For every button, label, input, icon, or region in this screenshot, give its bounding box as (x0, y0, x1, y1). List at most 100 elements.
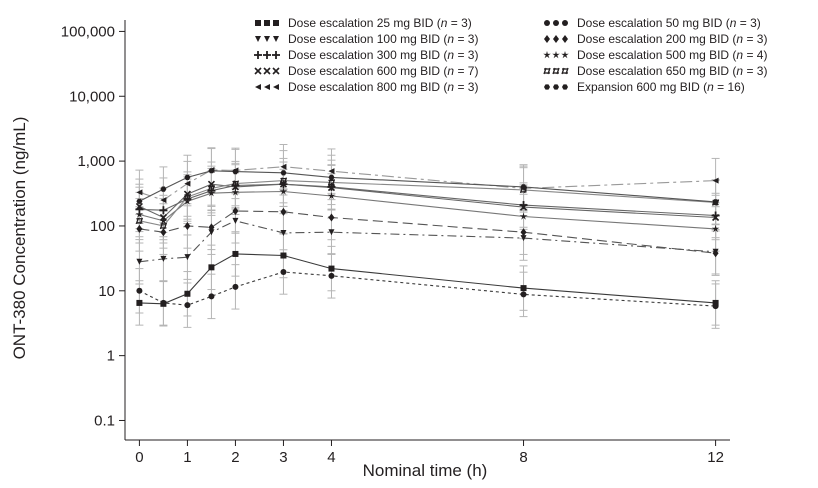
data-point (184, 180, 191, 187)
data-point (327, 179, 336, 186)
data-point (328, 174, 335, 180)
legend-marker (273, 20, 279, 26)
legend-label: Dose escalation 200 mg BID (n = 3) (577, 32, 767, 46)
data-point (327, 192, 336, 200)
data-point (327, 184, 336, 192)
data-point (184, 174, 191, 180)
data-point (328, 229, 335, 236)
data-point (159, 222, 168, 230)
legend-marker (561, 67, 569, 75)
data-point (232, 217, 239, 224)
data-point (711, 224, 720, 233)
data-point (279, 187, 288, 195)
legend-marker (263, 67, 271, 75)
data-point (183, 193, 192, 201)
legend-marker (264, 84, 270, 90)
legend-marker (272, 51, 280, 59)
data-point (135, 217, 144, 225)
legend-marker (254, 51, 262, 59)
data-point (280, 207, 287, 216)
data-point (712, 199, 719, 205)
legend-item: Dose escalation 25 mg BID (n = 3) (255, 16, 472, 30)
legend-label: Dose escalation 50 mg BID (n = 3) (577, 16, 761, 30)
data-point (280, 268, 287, 275)
data-point (159, 206, 168, 215)
x-tick-label: 1 (183, 449, 191, 466)
y-tick-label: 100 (90, 218, 115, 235)
legend-marker (562, 35, 568, 43)
series-line (139, 253, 716, 305)
data-point (183, 197, 192, 205)
data-point (712, 177, 719, 184)
data-point (136, 224, 143, 233)
legend-marker (254, 67, 262, 75)
y-tick-label: 10 (98, 283, 115, 300)
x-tick-label: 8 (519, 449, 527, 466)
data-point (136, 198, 143, 204)
legend-marker (255, 84, 261, 90)
legend-marker (255, 36, 261, 42)
legend-item: Expansion 600 mg BID (n = 16) (544, 80, 745, 94)
error-bars-layer (135, 143, 720, 329)
legend-label: Dose escalation 600 mg BID (n = 7) (288, 64, 478, 78)
series-line (139, 271, 716, 307)
data-point (208, 293, 215, 300)
legend-label: Dose escalation 100 mg BID (n = 3) (288, 32, 478, 46)
data-point (712, 213, 720, 222)
data-point (184, 302, 191, 309)
markers-layer (135, 163, 720, 310)
legend-marker (273, 84, 279, 90)
data-point (520, 228, 527, 237)
legend-label: Dose escalation 300 mg BID (n = 3) (288, 48, 478, 62)
data-point (135, 210, 144, 218)
data-point (520, 235, 527, 242)
data-point (280, 252, 287, 259)
series-line (139, 183, 716, 219)
legend-label: Dose escalation 800 mg BID (n = 3) (288, 80, 478, 94)
data-point (159, 213, 167, 222)
data-point (231, 180, 240, 187)
legend-marker (273, 36, 279, 42)
legend-label: Dose escalation 500 mg BID (n = 4) (577, 48, 767, 62)
data-point (328, 168, 335, 175)
data-point (208, 168, 215, 174)
legend-marker (562, 20, 568, 26)
data-point (328, 272, 335, 279)
legend-marker (264, 20, 270, 26)
x-axis-label: Nominal time (h) (363, 461, 488, 480)
legend-marker (544, 84, 550, 90)
y-tick-label: 100,000 (61, 23, 115, 40)
legend-item: Dose escalation 600 mg BID (n = 7) (254, 64, 478, 78)
data-point (184, 290, 191, 297)
x-tick-label: 3 (279, 449, 287, 466)
legend-item: Dose escalation 300 mg BID (n = 3) (254, 48, 478, 62)
data-point (232, 207, 239, 216)
data-point (519, 203, 528, 211)
x-tick-label: 12 (707, 449, 724, 466)
legend-marker (544, 20, 550, 26)
data-point (160, 299, 167, 306)
data-point (712, 249, 719, 258)
data-point (232, 283, 239, 290)
y-tick-label: 1 (107, 348, 115, 365)
data-point (231, 188, 240, 196)
data-point (207, 189, 216, 197)
data-point (712, 303, 719, 310)
data-point (519, 212, 528, 220)
data-point (184, 221, 191, 230)
series-line (139, 220, 716, 263)
data-point (712, 299, 719, 306)
x-tick-label: 2 (231, 449, 239, 466)
legend-marker (255, 20, 261, 26)
legend-marker (553, 20, 559, 26)
legend-marker (562, 84, 568, 90)
legend-item: Dose escalation 200 mg BID (n = 3) (544, 32, 767, 46)
legend-marker (553, 35, 559, 43)
data-point (136, 258, 143, 265)
data-point (520, 291, 527, 298)
data-point (207, 185, 216, 192)
data-point (136, 287, 143, 294)
legend: Dose escalation 25 mg BID (n = 3) Dose es… (254, 16, 767, 94)
data-point (280, 229, 287, 236)
